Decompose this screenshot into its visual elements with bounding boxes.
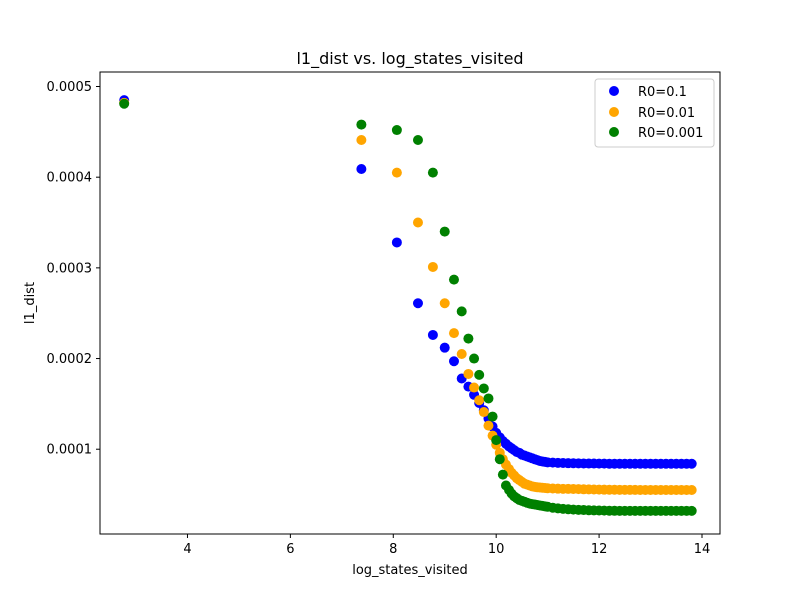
series-2-point [483, 393, 494, 404]
x-tick-label: 6 [286, 542, 294, 557]
series-2-point [491, 435, 502, 446]
legend-box [594, 78, 715, 148]
series-1-point [469, 382, 480, 393]
legend-marker-r0-0-1 [609, 86, 619, 96]
series-1-point [463, 368, 474, 379]
legend-marker-r0-0-01 [609, 107, 619, 117]
series-0-point [439, 342, 450, 353]
legend-label-r0-0-01: R0=0.01 [638, 106, 695, 121]
series-2-point [463, 333, 474, 344]
y-axis: 0.0001 0.0002 0.0003 0.0004 0.0005 [47, 80, 100, 458]
series-0-point [448, 356, 459, 367]
y-tick-label: 0.0001 [47, 443, 93, 458]
x-tick-label: 4 [183, 542, 191, 557]
legend: R0=0.1 R0=0.01 R0=0.001 [594, 78, 715, 148]
series-1-point [686, 485, 697, 496]
y-tick-label: 0.0003 [47, 261, 93, 276]
x-tick-label: 12 [591, 542, 608, 557]
series-1-point [391, 167, 402, 178]
series-0-point [356, 164, 367, 175]
series-1-point [478, 407, 489, 418]
series-2-point [427, 167, 438, 178]
series-1-point [448, 328, 459, 339]
series-2-point [439, 226, 450, 237]
legend-label-r0-0-1: R0=0.1 [638, 85, 687, 100]
series-1-point [456, 349, 467, 360]
y-tick-label: 0.0002 [47, 352, 93, 367]
series-2-point [456, 306, 467, 317]
legend-marker-r0-0-001 [609, 127, 619, 137]
series-2-point [412, 135, 423, 146]
series-0-point [427, 329, 438, 340]
axes-frame [99, 71, 721, 535]
y-axis-label: l1_dist [23, 282, 38, 324]
plot-area [119, 95, 697, 516]
x-tick-label: 10 [488, 542, 505, 557]
x-axis-label: log_states_visited [352, 563, 468, 578]
series-1-point [356, 135, 367, 146]
series-2-point [494, 454, 505, 465]
series-2-point [497, 469, 508, 480]
y-tick-label: 0.0005 [47, 80, 93, 95]
series-1-point [474, 395, 485, 406]
series-0-point [686, 458, 697, 469]
x-tick-label: 8 [389, 542, 397, 557]
series-1-point [483, 420, 494, 431]
series-0-point [412, 298, 423, 309]
series-2-point [391, 125, 402, 136]
series-0-point [391, 237, 402, 248]
chart-title: l1_dist vs. log_states_visited [296, 49, 523, 69]
series-2-point [469, 353, 480, 364]
x-tick-label: 14 [694, 542, 711, 557]
x-axis: 4 6 8 10 12 14 [183, 534, 710, 557]
series-2-point [356, 119, 367, 130]
y-tick-label: 0.0004 [47, 171, 93, 186]
series-2-point [487, 411, 498, 422]
series-2-point [686, 505, 697, 516]
series-2-point [119, 98, 130, 109]
series-2-point [448, 274, 459, 285]
series-1-point [427, 261, 438, 272]
series-1-point [439, 298, 450, 309]
series-1-point [412, 217, 423, 228]
legend-label-r0-0-001: R0=0.001 [638, 126, 703, 141]
series-2-point [474, 369, 485, 380]
series-2-point [478, 383, 489, 394]
